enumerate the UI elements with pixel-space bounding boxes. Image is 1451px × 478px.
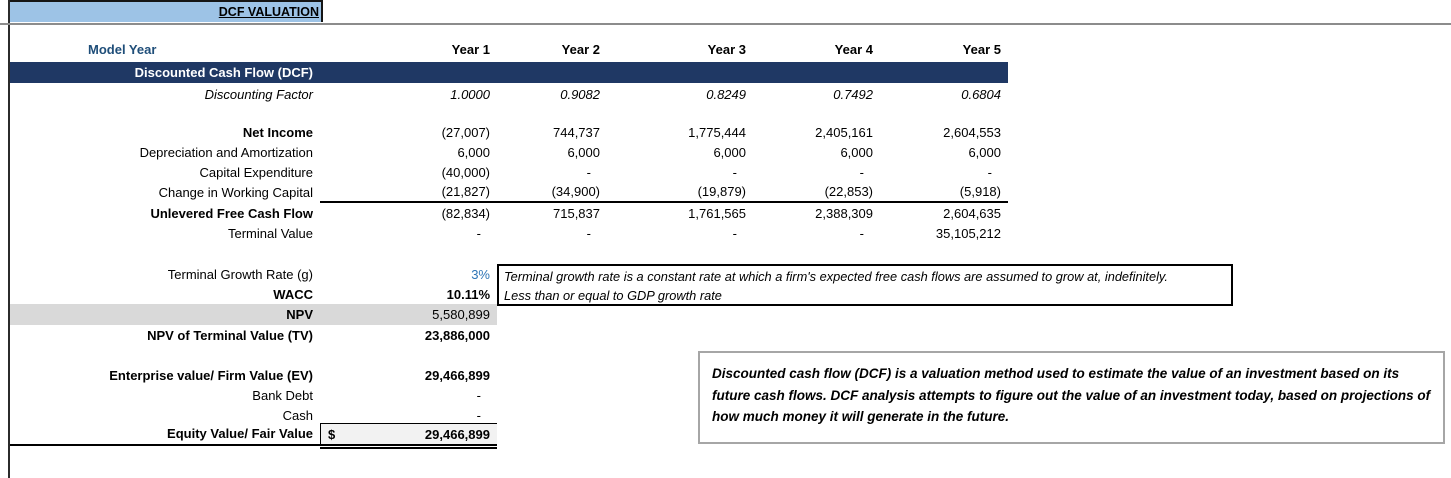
net-income-y5[interactable]: 2,604,553	[943, 124, 1001, 140]
year-4-header[interactable]: Year 4	[834, 41, 873, 57]
discounting-factor-y2[interactable]: 0.9082	[560, 86, 600, 102]
terminal-growth-rate-value[interactable]: 3%	[471, 266, 490, 282]
change-wc-y1[interactable]: (21,827)	[441, 183, 490, 199]
sheet-left-border	[8, 0, 10, 478]
net-income-y3[interactable]: 1,775,444	[688, 124, 746, 140]
capex-y3[interactable]: -	[732, 164, 737, 180]
npv-terminal-value[interactable]: 23,886,000	[424, 327, 490, 343]
row-npv: NPV 5,580,899	[10, 304, 497, 325]
year-5-header[interactable]: Year 5	[962, 41, 1001, 57]
ufcf-y4[interactable]: 2,388,309	[815, 205, 873, 221]
ufcf-y2[interactable]: 715,837	[553, 205, 600, 221]
dcf-description-box[interactable]: Discounted cash flow (DCF) is a valuatio…	[698, 351, 1445, 444]
row-terminal-growth-rate: Terminal Growth Rate (g) 3%	[10, 264, 497, 284]
depreciation-y2[interactable]: 6,000	[567, 144, 600, 160]
net-income-y2[interactable]: 744,737	[553, 124, 600, 140]
npv-value[interactable]: 5,580,899	[432, 307, 490, 322]
net-income-y1[interactable]: (27,007)	[441, 124, 490, 140]
depreciation-y5[interactable]: 6,000	[968, 144, 1001, 160]
row-enterprise-value: Enterprise value/ Firm Value (EV) 29,466…	[10, 365, 497, 385]
change-wc-y3[interactable]: (19,879)	[697, 183, 746, 199]
model-year-label: Model Year	[88, 41, 157, 57]
year-2-header[interactable]: Year 2	[561, 41, 600, 57]
depreciation-y1[interactable]: 6,000	[457, 144, 490, 160]
row-bank-debt: Bank Debt -	[10, 385, 497, 405]
row-net-income: Net Income (27,007) 744,737 1,775,444 2,…	[10, 122, 1008, 142]
row-label: Capital Expenditure	[199, 164, 313, 180]
section-header-dcf: Discounted Cash Flow (DCF)	[10, 62, 1008, 83]
currency-symbol: $	[328, 426, 336, 442]
row-depreciation: Depreciation and Amortization 6,000 6,00…	[10, 142, 1008, 162]
row-label: Unlevered Free Cash Flow	[150, 205, 313, 221]
row-npv-terminal-value: NPV of Terminal Value (TV) 23,886,000	[10, 325, 497, 345]
row-ufcf: Unlevered Free Cash Flow (82,834) 715,83…	[10, 203, 1008, 223]
row-label: Discounting Factor	[204, 86, 313, 102]
sheet-title-cell[interactable]: DCF VALUATION	[10, 0, 323, 22]
year-3-header[interactable]: Year 3	[707, 41, 746, 57]
enterprise-value[interactable]: 29,466,899	[424, 367, 490, 383]
row-change-working-capital: Change in Working Capital (21,827) (34,9…	[10, 181, 1008, 203]
row-wacc: WACC 10.11%	[10, 284, 497, 304]
capex-y5[interactable]: -	[987, 164, 992, 180]
discounting-factor-y3[interactable]: 0.8249	[706, 86, 746, 102]
sheet-title: DCF VALUATION	[218, 5, 319, 19]
row-label: Depreciation and Amortization	[139, 144, 313, 160]
section-header-label: Discounted Cash Flow (DCF)	[134, 65, 313, 80]
row-label: Change in Working Capital	[158, 184, 313, 200]
year-header-row: Model Year Year 1 Year 2 Year 3 Year 4 Y…	[10, 39, 1008, 59]
row-label: Terminal Value	[227, 225, 313, 241]
row-label: Bank Debt	[252, 387, 313, 403]
change-wc-y5[interactable]: (5,918)	[959, 183, 1001, 199]
dcf-description-text: Discounted cash flow (DCF) is a valuatio…	[712, 366, 1431, 424]
row-label: Enterprise value/ Firm Value (EV)	[109, 367, 313, 383]
terminal-growth-note-line2: Less than or equal to GDP growth rate	[504, 288, 722, 303]
row-label: NPV of Terminal Value (TV)	[147, 327, 313, 343]
ufcf-y5[interactable]: 2,604,635	[943, 205, 1001, 221]
terminal-value-y3[interactable]: -	[732, 225, 737, 241]
row-label: Terminal Growth Rate (g)	[167, 266, 313, 282]
change-wc-y2[interactable]: (34,900)	[551, 183, 600, 199]
row-cash: Cash -	[10, 405, 497, 425]
discounting-factor-y5[interactable]: 0.6804	[961, 86, 1001, 102]
capex-y1[interactable]: (40,000)	[441, 164, 490, 180]
wacc-value[interactable]: 10.11%	[446, 286, 490, 302]
net-income-y4[interactable]: 2,405,161	[815, 124, 873, 140]
row-label: NPV	[286, 307, 313, 322]
terminal-growth-note-box[interactable]: Terminal growth rate is a constant rate …	[497, 264, 1233, 306]
terminal-value-y2[interactable]: -	[586, 225, 591, 241]
capex-y4[interactable]: -	[859, 164, 864, 180]
bank-debt-value[interactable]: -	[476, 387, 481, 403]
capex-y2[interactable]: -	[586, 164, 591, 180]
depreciation-y4[interactable]: 6,000	[840, 144, 873, 160]
total-double-underline	[320, 447, 497, 449]
cash-value[interactable]: -	[476, 407, 481, 423]
row-equity-value: Equity Value/ Fair Value $ 29,466,899	[10, 423, 497, 444]
terminal-value-y4[interactable]: -	[859, 225, 864, 241]
terminal-value-y5[interactable]: 35,105,212	[935, 225, 1001, 241]
equity-value: 29,466,899	[424, 426, 490, 442]
title-divider-line	[0, 23, 1451, 25]
row-label: Net Income	[242, 124, 313, 140]
change-wc-y4[interactable]: (22,853)	[824, 183, 873, 199]
row-label: WACC	[273, 286, 313, 302]
total-underline	[10, 444, 497, 446]
discounting-factor-y4[interactable]: 0.7492	[833, 86, 873, 102]
row-label: Cash	[282, 407, 313, 423]
row-discounting-factor: Discounting Factor 1.0000 0.9082 0.8249 …	[10, 84, 1008, 104]
row-label: Equity Value/ Fair Value	[167, 426, 313, 441]
discounting-factor-y1[interactable]: 1.0000	[450, 86, 490, 102]
ufcf-y3[interactable]: 1,761,565	[688, 205, 746, 221]
year-1-header[interactable]: Year 1	[451, 41, 490, 57]
terminal-value-y1[interactable]: -	[476, 225, 481, 241]
terminal-growth-note-line1: Terminal growth rate is a constant rate …	[504, 269, 1168, 284]
subtotal-underline: (21,827) (34,900) (19,879) (22,853) (5,9…	[320, 181, 1008, 203]
ufcf-y1[interactable]: (82,834)	[441, 205, 490, 221]
equity-value-cell[interactable]: $ 29,466,899	[320, 423, 497, 444]
row-capex: Capital Expenditure (40,000) - - - -	[10, 162, 1008, 182]
row-terminal-value: Terminal Value - - - - 35,105,212	[10, 223, 1008, 243]
depreciation-y3[interactable]: 6,000	[713, 144, 746, 160]
